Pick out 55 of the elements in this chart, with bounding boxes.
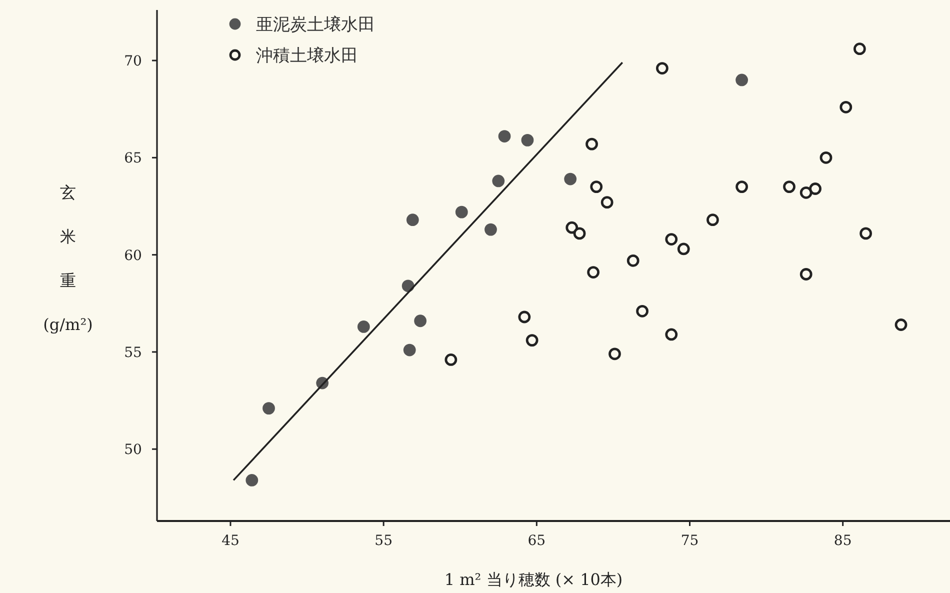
point	[809, 182, 822, 195]
point	[414, 314, 427, 328]
point	[262, 402, 275, 415]
text: 玄米重 (g/m²)	[43, 183, 93, 334]
point	[656, 62, 668, 74]
point	[402, 280, 414, 292]
point	[406, 214, 419, 226]
legend-label: 亜泥炭土壌水田	[256, 15, 375, 34]
point	[590, 180, 603, 194]
point	[706, 214, 719, 226]
point	[564, 172, 577, 186]
point	[736, 180, 748, 194]
point	[665, 233, 678, 246]
point	[518, 310, 531, 324]
point	[600, 196, 614, 209]
x-tick-label: 85	[834, 533, 852, 549]
x-axis-title: 1 m² 当り穂数 (× 10本)	[444, 570, 623, 589]
point	[894, 318, 908, 331]
x-tick-label: 75	[680, 533, 699, 549]
x-tick-label: 65	[528, 533, 546, 549]
point	[677, 242, 690, 256]
point	[492, 174, 505, 188]
point	[608, 348, 621, 360]
point	[587, 266, 600, 278]
point	[573, 227, 586, 240]
x-tick-label: 55	[374, 533, 392, 549]
point	[636, 304, 648, 318]
point	[521, 134, 534, 146]
point	[820, 151, 832, 164]
point	[484, 223, 497, 236]
point	[665, 328, 678, 341]
legend-label: 沖積土壌水田	[256, 46, 358, 65]
point	[455, 206, 468, 218]
point	[586, 138, 598, 150]
point	[800, 186, 812, 199]
point	[498, 130, 511, 142]
point	[246, 474, 258, 486]
point	[840, 100, 852, 114]
y-tick-label: 70	[124, 54, 142, 70]
y-tick-label: 55	[124, 344, 142, 361]
point	[853, 42, 866, 56]
y-tick-label: 50	[124, 442, 142, 458]
point	[783, 180, 796, 194]
y-tick-label: 65	[124, 150, 142, 167]
point	[526, 334, 538, 347]
point	[444, 354, 458, 366]
point	[626, 254, 640, 267]
point	[566, 221, 578, 234]
point	[736, 74, 748, 86]
x-tick-label: 45	[222, 533, 240, 549]
point	[860, 227, 872, 240]
point	[403, 344, 416, 356]
point	[800, 268, 812, 280]
y-tick-label: 60	[124, 248, 142, 264]
point	[357, 320, 370, 333]
